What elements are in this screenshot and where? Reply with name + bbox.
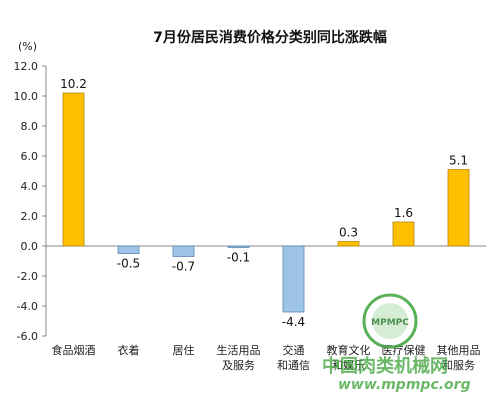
- x-category-label: 衣着: [118, 343, 140, 357]
- bars: [62, 92, 470, 313]
- x-category-label: 居住: [173, 343, 195, 357]
- bar: [227, 245, 250, 248]
- data-label: 10.2: [60, 77, 87, 91]
- y-tick-label: -4.0: [17, 300, 38, 313]
- y-tick-label: 12.0: [14, 60, 39, 73]
- x-category-label: 食品烟酒: [52, 343, 96, 357]
- watermark-url: www.mpmpc.org: [338, 377, 471, 393]
- watermark-logo-text: MPMPC: [371, 318, 409, 328]
- watermark-logo: MPMPC: [362, 293, 418, 349]
- data-label: 0.3: [339, 226, 358, 240]
- y-tick-label: -2.0: [17, 270, 38, 283]
- watermark-text: 中国肉类机械网: [322, 355, 448, 377]
- bar: [62, 92, 85, 247]
- y-axis-unit: (%): [18, 40, 37, 53]
- y-tick-label: 8.0: [21, 120, 39, 133]
- x-category-label: 和服务: [442, 359, 475, 372]
- y-tick-label: -6.0: [17, 330, 38, 343]
- bar: [172, 245, 195, 257]
- chart-title: 7月份居民消费价格分类别同比涨跌幅: [153, 29, 387, 46]
- x-category-label: 及服务: [222, 359, 255, 372]
- y-tick-label: 0.0: [21, 240, 39, 253]
- data-label: -0.1: [227, 251, 250, 265]
- bar: [392, 221, 415, 247]
- x-category-label: 其他用品: [437, 344, 481, 357]
- data-labels: 10.2 -0.5 -0.7 -0.1 -4.4 0.3 1.6 5.1: [60, 77, 468, 329]
- data-label: 5.1: [449, 154, 468, 168]
- x-category-label: 医疗保健: [382, 343, 426, 357]
- data-label: -4.4: [282, 315, 305, 329]
- bar: [447, 169, 470, 247]
- y-tick-label: 2.0: [21, 210, 39, 223]
- data-label: -0.7: [172, 260, 195, 274]
- bar: [337, 241, 360, 247]
- x-category-label: 教育文化: [327, 343, 371, 357]
- y-tick-label: 10.0: [14, 90, 39, 103]
- bar: [282, 245, 305, 313]
- x-category-label: 和通信: [277, 359, 310, 372]
- bar: [117, 245, 140, 254]
- axes: -6.0 -4.0 -2.0 0.0 2.0 4.0 6.0 8.0 10.0 12.0: [14, 60, 486, 343]
- x-category-label: 生活用品: [217, 343, 261, 357]
- watermark: MPMPC 中国肉类机械网 www.mpmpc.org: [322, 293, 471, 393]
- x-category-label: 交通: [283, 343, 305, 357]
- data-label: 1.6: [394, 206, 413, 220]
- y-tick-label: 4.0: [21, 180, 39, 193]
- x-category-label: 和娱乐: [332, 358, 365, 372]
- data-label: -0.5: [117, 257, 140, 271]
- y-tick-label: 6.0: [21, 150, 39, 163]
